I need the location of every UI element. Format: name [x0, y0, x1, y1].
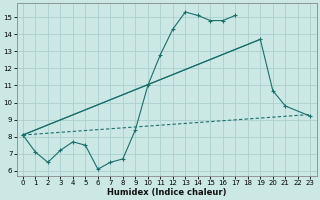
X-axis label: Humidex (Indice chaleur): Humidex (Indice chaleur): [107, 188, 226, 197]
